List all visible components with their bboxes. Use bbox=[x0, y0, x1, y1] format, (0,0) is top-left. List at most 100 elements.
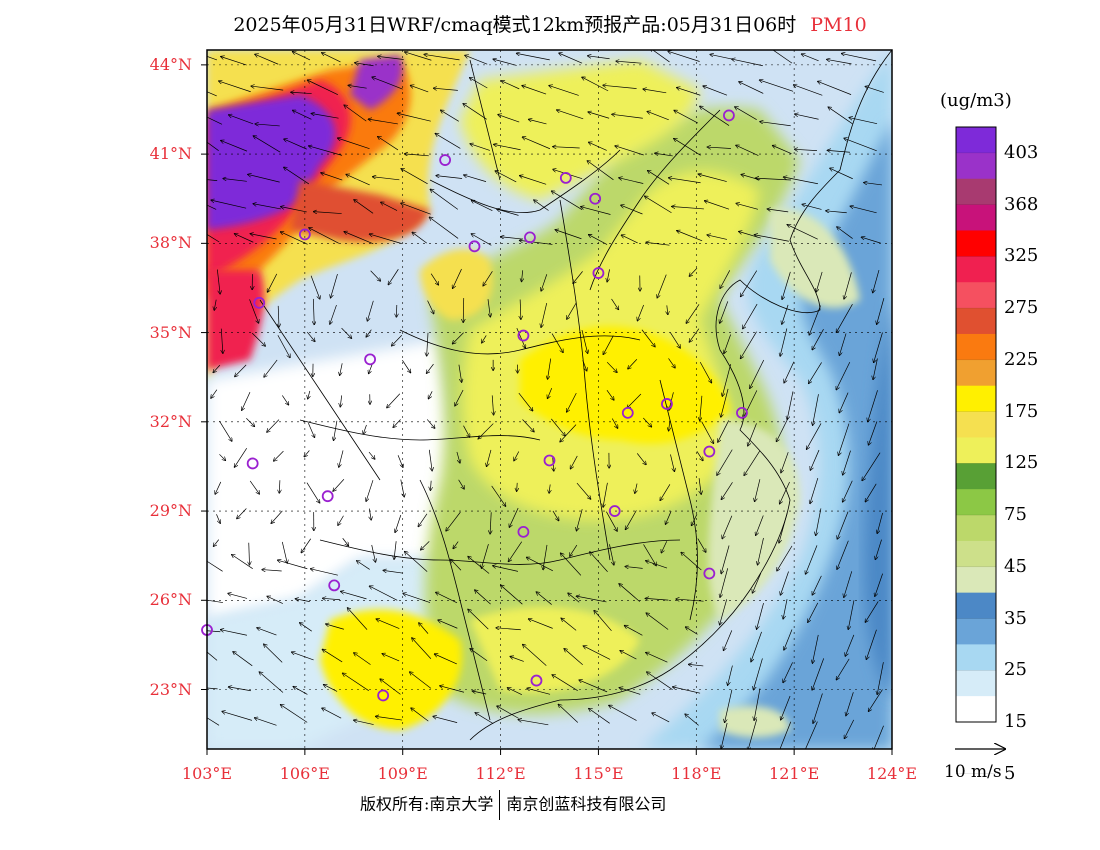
wind-arrow bbox=[207, 651, 218, 661]
wind-arrow bbox=[845, 634, 855, 656]
wind-arrow bbox=[344, 232, 374, 245]
wind-arrow bbox=[866, 629, 877, 660]
wind-arrow bbox=[458, 479, 465, 489]
wind-arrow bbox=[579, 680, 608, 693]
wind-arrow bbox=[725, 689, 733, 723]
wind-arrow bbox=[700, 395, 703, 421]
wind-arrow bbox=[463, 425, 469, 437]
wind-arrow bbox=[518, 720, 549, 726]
wind-arrow bbox=[438, 620, 458, 629]
wind-arrow bbox=[514, 451, 520, 461]
wind-arrow bbox=[720, 270, 731, 288]
wind-arrow bbox=[219, 420, 231, 441]
wind-arrow bbox=[493, 566, 519, 572]
wind-arrow bbox=[689, 328, 700, 342]
wind-arrow bbox=[378, 56, 404, 60]
wind-arrow bbox=[772, 50, 793, 64]
wind-arrow bbox=[627, 393, 642, 408]
wind-arrow bbox=[412, 638, 432, 659]
wind-arrow bbox=[411, 708, 429, 722]
wind-arrow bbox=[606, 511, 617, 531]
wind-arrow bbox=[611, 298, 619, 310]
wind-arrow bbox=[616, 61, 642, 63]
colorbar-swatch bbox=[956, 282, 996, 309]
colorbar bbox=[955, 126, 997, 774]
wind-arrow bbox=[720, 301, 729, 323]
wind-arrow bbox=[455, 389, 464, 406]
wind-arrow bbox=[837, 540, 849, 569]
wind-arrow bbox=[699, 361, 711, 383]
station-marker bbox=[621, 406, 634, 419]
wind-arrow bbox=[781, 695, 791, 720]
wind-arrow bbox=[278, 305, 279, 327]
wind-arrow bbox=[518, 392, 533, 411]
wind-arrow bbox=[646, 561, 668, 569]
wind-arrow bbox=[722, 515, 733, 539]
wind-arrow bbox=[705, 201, 730, 210]
wind-arrow bbox=[812, 575, 822, 595]
wind-arrow bbox=[583, 646, 611, 660]
wind-arrow bbox=[677, 231, 703, 242]
wind-arrow bbox=[222, 711, 253, 721]
wind-arrow bbox=[661, 541, 668, 552]
wind-arrow bbox=[655, 153, 673, 157]
wind-arrow bbox=[267, 273, 278, 292]
wind-arrow bbox=[721, 482, 733, 499]
wind-arrow bbox=[603, 482, 608, 507]
wind-arrow bbox=[405, 552, 428, 572]
colorbar-label: 275 bbox=[1004, 297, 1039, 319]
wind-arrow bbox=[748, 719, 758, 749]
wind-arrow bbox=[810, 477, 819, 503]
wind-arrow bbox=[527, 557, 554, 572]
wind-arrow bbox=[516, 327, 526, 348]
wind-arrow bbox=[281, 207, 307, 213]
wind-arrow bbox=[453, 541, 459, 549]
wind-arrow bbox=[306, 331, 315, 341]
wind-arrow bbox=[309, 146, 343, 156]
wind-arrow bbox=[233, 652, 253, 667]
station-marker bbox=[703, 445, 716, 458]
wind-arrow bbox=[827, 59, 852, 65]
wind-arrow bbox=[323, 598, 341, 599]
wind-arrow bbox=[491, 485, 506, 506]
wind-arrow bbox=[403, 593, 431, 603]
wind-arrow bbox=[401, 203, 431, 215]
station-marker bbox=[736, 406, 748, 419]
wind-arrow bbox=[246, 418, 254, 426]
wind-arrow bbox=[621, 235, 638, 244]
wind-arrow bbox=[567, 302, 577, 319]
wind-arrow bbox=[782, 304, 789, 324]
colorbar-swatch bbox=[956, 566, 996, 594]
lat-label: 38°N bbox=[149, 233, 192, 253]
wind-arrow bbox=[813, 394, 819, 425]
wind-arrow bbox=[844, 719, 855, 739]
wind-arrow bbox=[306, 482, 320, 503]
colorbar-swatch bbox=[956, 359, 996, 387]
wind-arrow bbox=[722, 364, 732, 396]
wind-arrow bbox=[700, 106, 730, 126]
wind-arrow bbox=[779, 721, 792, 749]
wind-arrow bbox=[875, 573, 883, 597]
station-marker bbox=[377, 689, 390, 702]
wind-arrow bbox=[495, 171, 517, 183]
lat-label: 29°N bbox=[149, 501, 192, 521]
wind-arrow bbox=[341, 591, 367, 600]
station-marker bbox=[517, 525, 530, 538]
wind-arrow bbox=[551, 333, 563, 353]
wind-arrow bbox=[378, 137, 399, 151]
wind-arrow bbox=[827, 150, 851, 152]
wind-arrow bbox=[501, 585, 523, 605]
wind-arrow bbox=[293, 110, 312, 120]
wind-arrow bbox=[668, 358, 676, 367]
wind-arrow bbox=[594, 611, 612, 632]
boundary-lines bbox=[259, 50, 892, 741]
wind-arrow bbox=[264, 644, 283, 663]
wind-arrow bbox=[699, 478, 701, 494]
wind-arrow bbox=[710, 54, 733, 60]
wind-arrow bbox=[368, 119, 398, 125]
wind-arrow bbox=[667, 305, 668, 314]
wind-arrow bbox=[490, 512, 491, 534]
wind-arrow bbox=[868, 390, 878, 421]
colorbar-label: 225 bbox=[1004, 348, 1039, 370]
